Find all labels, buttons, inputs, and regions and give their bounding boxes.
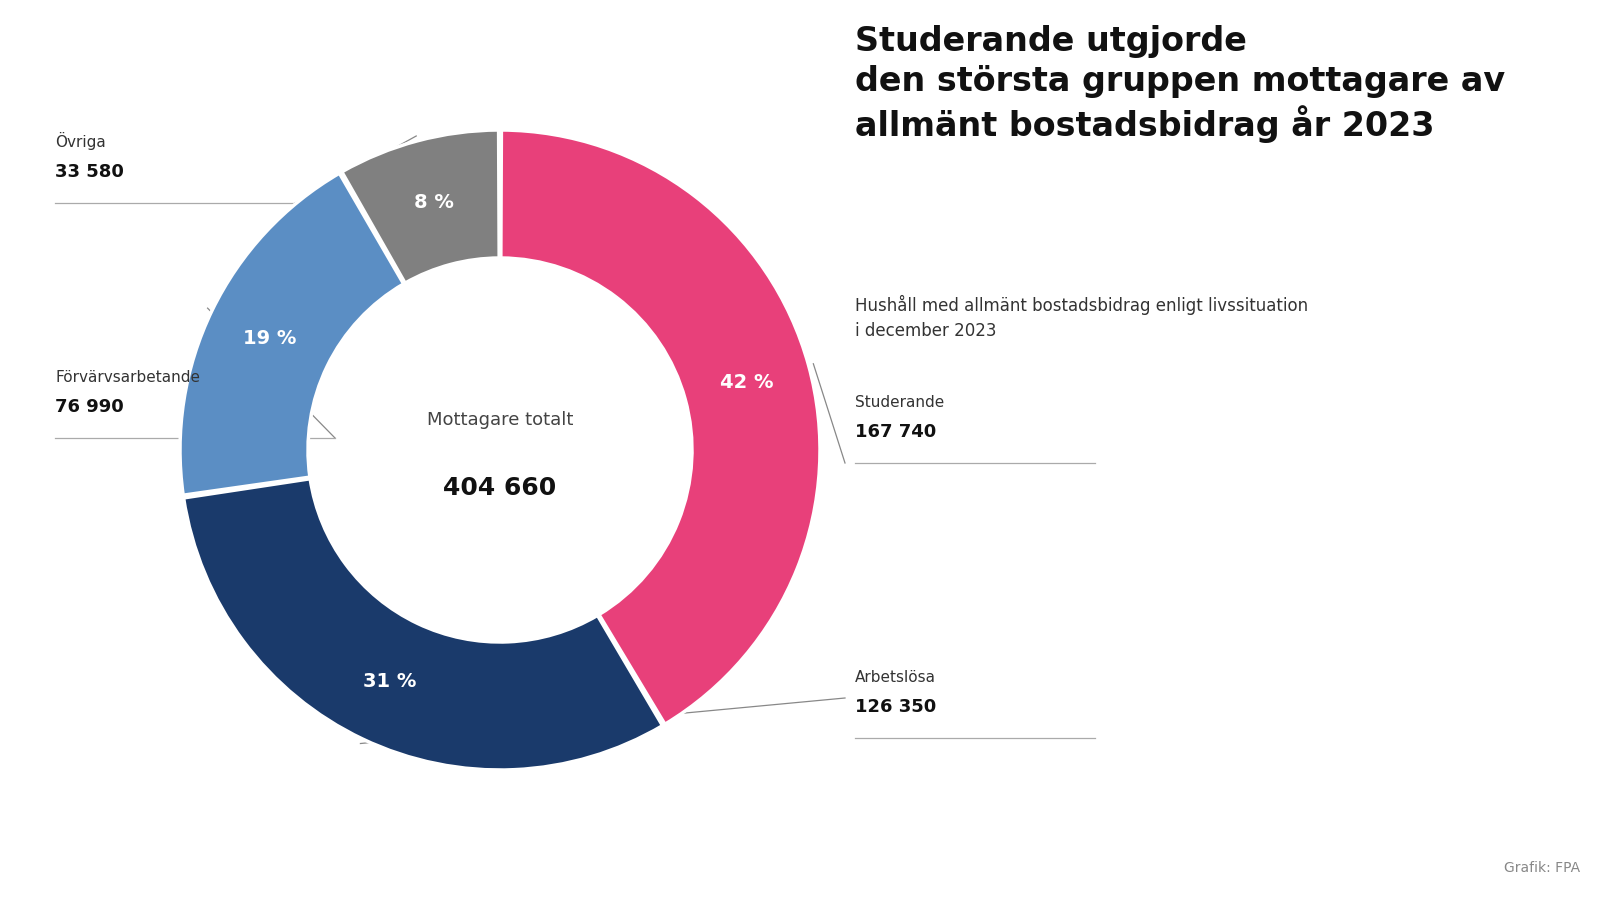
Text: Förvärvsarbetande: Förvärvsarbetande: [54, 370, 200, 385]
Text: 404 660: 404 660: [443, 476, 557, 500]
Text: 42 %: 42 %: [720, 373, 773, 392]
Text: Mottagare totalt: Mottagare totalt: [427, 411, 573, 429]
Text: 76 990: 76 990: [54, 398, 123, 416]
Text: Övriga: Övriga: [54, 132, 106, 150]
Text: Studerande utgjorde
den största gruppen mottagare av
allmänt bostadsbidrag år 20: Studerande utgjorde den största gruppen …: [854, 25, 1506, 143]
Wedge shape: [181, 173, 403, 495]
Text: 8 %: 8 %: [414, 194, 454, 212]
Text: 33 580: 33 580: [54, 163, 123, 181]
Wedge shape: [501, 130, 819, 724]
Text: 167 740: 167 740: [854, 423, 936, 441]
Text: Hushåll med allmänt bostadsbidrag enligt livssituation
i december 2023: Hushåll med allmänt bostadsbidrag enligt…: [854, 295, 1309, 340]
Wedge shape: [342, 130, 499, 284]
Text: 126 350: 126 350: [854, 698, 936, 716]
Text: 19 %: 19 %: [243, 328, 296, 347]
Text: Studerande: Studerande: [854, 395, 944, 410]
Text: 31 %: 31 %: [363, 671, 416, 690]
Wedge shape: [184, 479, 662, 770]
Text: Grafik: FPA: Grafik: FPA: [1504, 861, 1581, 875]
Text: Arbetslösa: Arbetslösa: [854, 670, 936, 685]
